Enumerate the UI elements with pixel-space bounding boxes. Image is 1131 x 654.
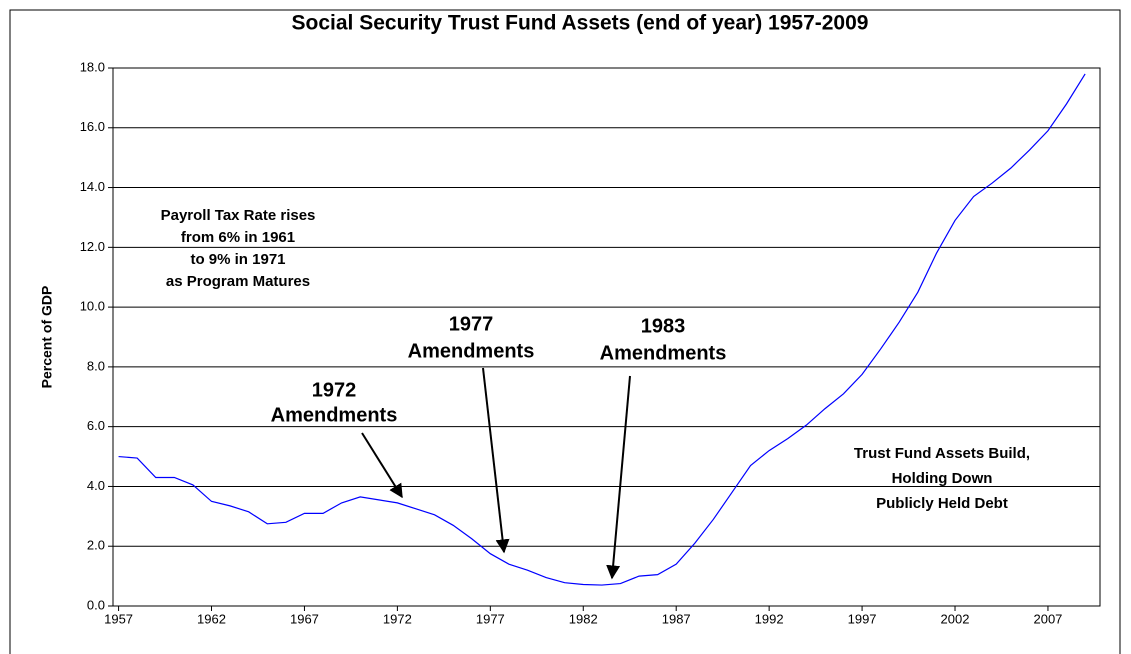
x-tick-label: 2002 [941, 611, 970, 626]
annotation: Amendments [271, 404, 398, 426]
x-tick-label: 1992 [755, 611, 784, 626]
x-tick-label: 1987 [662, 611, 691, 626]
x-tick-label: 1977 [476, 611, 505, 626]
x-tick-label: 1997 [848, 611, 877, 626]
y-tick-label: 14.0 [80, 179, 105, 194]
annotation: Payroll Tax Rate rises [161, 207, 316, 224]
annotation: 1983 [641, 315, 686, 337]
annotation: Amendments [600, 342, 727, 364]
x-tick-label: 1957 [104, 611, 133, 626]
annotation: Holding Down [892, 470, 993, 487]
annotation: Trust Fund Assets Build, [854, 445, 1030, 462]
y-tick-label: 0.0 [87, 597, 105, 612]
x-tick-label: 1967 [290, 611, 319, 626]
y-tick-label: 8.0 [87, 358, 105, 373]
y-tick-label: 4.0 [87, 478, 105, 493]
annotation: from 6% in 1961 [181, 229, 295, 246]
y-tick-label: 16.0 [80, 119, 105, 134]
annotation: 1972 [312, 379, 357, 401]
frame [9, 9, 1121, 654]
plot-area [112, 67, 1101, 607]
y-axis-label: Percent of GDP [39, 286, 55, 389]
arrow [361, 432, 403, 499]
y-tick-label: 6.0 [87, 418, 105, 433]
x-tick-label: 2007 [1033, 611, 1062, 626]
x-tick-label: 1962 [197, 611, 226, 626]
y-tick-label: 12.0 [80, 239, 105, 254]
arrow [482, 367, 510, 554]
y-tick-label: 2.0 [87, 538, 105, 553]
x-tick-label: 1972 [383, 611, 412, 626]
annotation: Amendments [408, 340, 535, 362]
arrow [606, 375, 631, 580]
chart-title: Social Security Trust Fund Assets (end o… [292, 12, 869, 35]
y-tick-label: 10.0 [80, 299, 105, 314]
data-line [118, 73, 1086, 586]
y-tick-label: 18.0 [80, 59, 105, 74]
annotation: to 9% in 1971 [190, 251, 285, 268]
x-tick-label: 1982 [569, 611, 598, 626]
annotation: 1977 [449, 313, 494, 335]
annotation: as Program Matures [166, 273, 310, 290]
annotation: Publicly Held Debt [876, 495, 1008, 512]
